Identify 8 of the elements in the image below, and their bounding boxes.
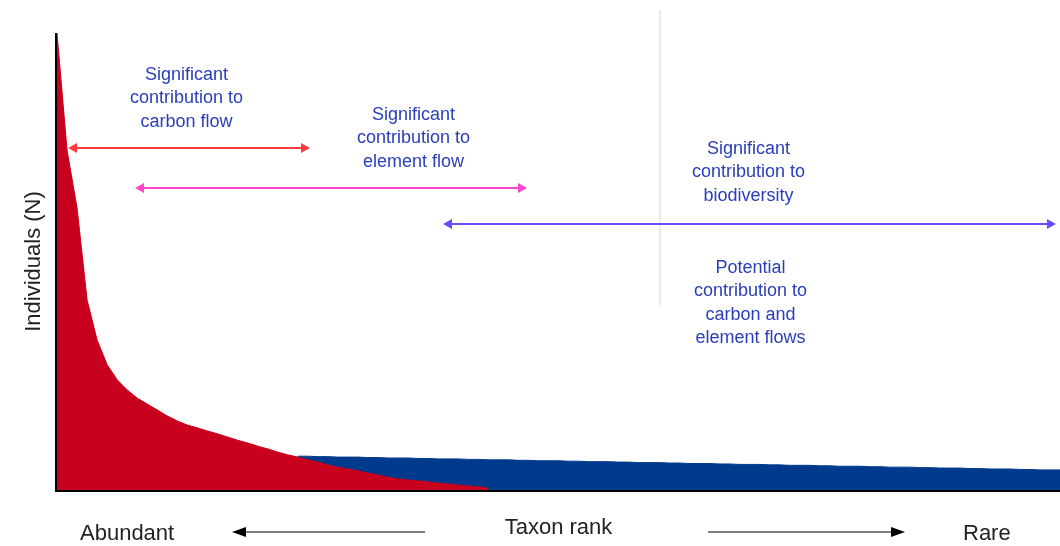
text: Abundant: [80, 520, 175, 545]
annotation: Significant contribution to carbon flow: [130, 64, 244, 131]
annotation: Significant contribution to element flow: [357, 104, 471, 171]
annotation: Potential contribution to carbon and element flows: [694, 257, 808, 348]
annotation: Significant contribution to biodiversity: [692, 138, 806, 205]
x-axis-title: Taxon rank: [504, 514, 614, 540]
text: Rare: [963, 520, 1011, 545]
y-axis-title: Individuals (N): [20, 191, 46, 332]
